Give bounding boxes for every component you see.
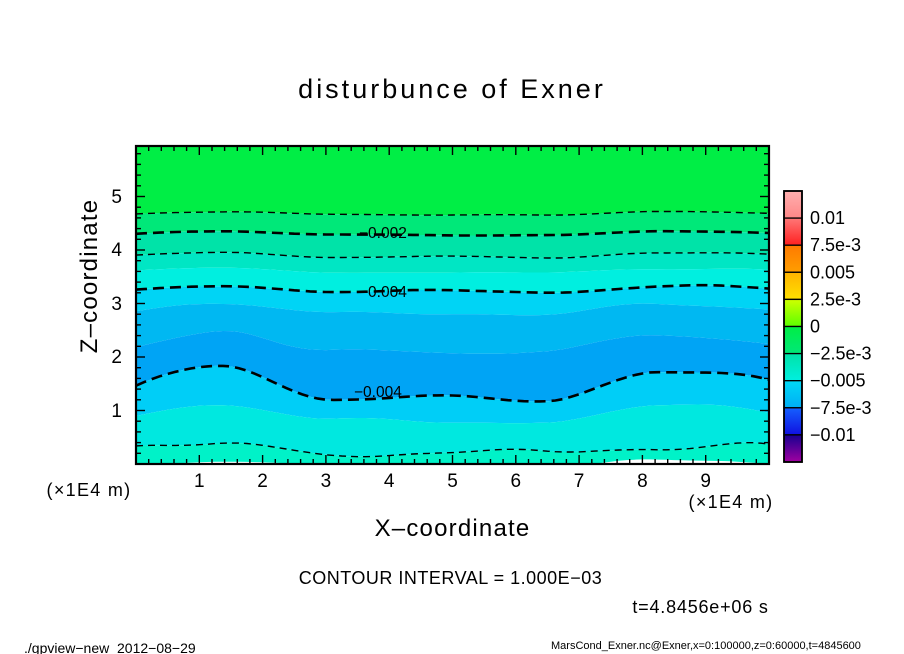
svg-text:−0.01: −0.01 bbox=[810, 425, 856, 445]
svg-text:−0.002: −0.002 bbox=[359, 225, 407, 242]
svg-text:−2.5e-3: −2.5e-3 bbox=[810, 344, 872, 364]
svg-text:0.01: 0.01 bbox=[810, 208, 845, 228]
svg-text:0.005: 0.005 bbox=[810, 262, 855, 282]
svg-text:−0.004: −0.004 bbox=[354, 384, 402, 401]
svg-text:0: 0 bbox=[810, 317, 820, 337]
svg-text:2.5e-3: 2.5e-3 bbox=[810, 289, 861, 309]
svg-text:−7.5e-3: −7.5e-3 bbox=[810, 398, 872, 418]
svg-text:7.5e-3: 7.5e-3 bbox=[810, 235, 861, 255]
svg-text:−0.004: −0.004 bbox=[359, 284, 407, 301]
svg-text:−0.005: −0.005 bbox=[810, 371, 866, 391]
